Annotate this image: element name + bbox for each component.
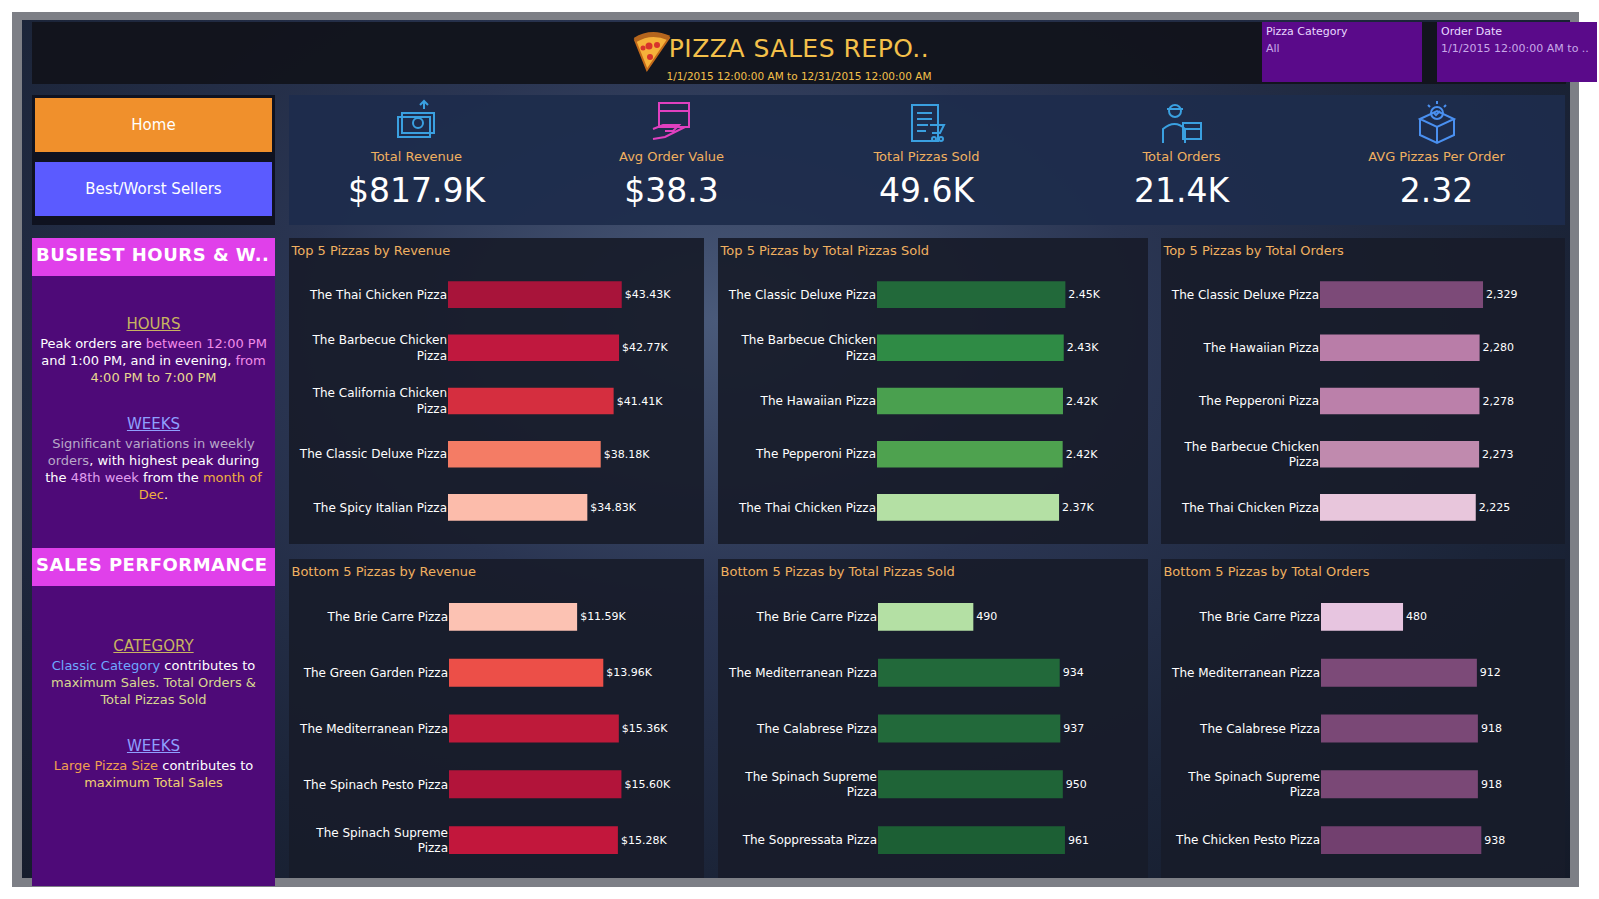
svg-text:Top 5 Pizzas by Total Pizzas S: Top 5 Pizzas by Total Pizzas Sold bbox=[720, 243, 929, 258]
svg-text:480: 480 bbox=[1406, 610, 1427, 623]
html-text:2.32: 2.32 bbox=[1399, 171, 1474, 210]
svg-text:The Hawaiian Pizza: The Hawaiian Pizza bbox=[760, 394, 876, 408]
html-text:Significant variations in week: Significant variations in weekly orders,… bbox=[45, 436, 262, 502]
svg-text:Bottom 5 Pizzas by Revenue: Bottom 5 Pizzas by Revenue bbox=[291, 564, 476, 579]
svg-text:2.37K: 2.37K bbox=[1062, 501, 1094, 514]
svg-text:938: 938 bbox=[1484, 834, 1505, 847]
svg-text:The Mediterranean Pizza: The Mediterranean Pizza bbox=[1171, 666, 1320, 680]
html-text:WEEKS: WEEKS bbox=[126, 415, 181, 433]
svg-text:The Brie Carre Pizza: The Brie Carre Pizza bbox=[756, 610, 877, 624]
svg-text:The Spinach Pesto Pizza: The Spinach Pesto Pizza bbox=[303, 778, 448, 792]
svg-text:The Brie Carre Pizza: The Brie Carre Pizza bbox=[1199, 610, 1320, 624]
html-text:Total Revenue: Total Revenue bbox=[370, 149, 462, 164]
html-text:and 1:00 PM, and in evening, f: and 1:00 PM, and in evening, from bbox=[41, 353, 266, 368]
svg-text:The Spinach SupremePizza: The Spinach SupremePizza bbox=[315, 826, 448, 856]
svg-text:The Mediterranean Pizza: The Mediterranean Pizza bbox=[299, 722, 448, 736]
html-text:HOURS: HOURS bbox=[126, 315, 181, 333]
html-text:4:00 PM to 7:00 PM: 4:00 PM to 7:00 PM bbox=[90, 370, 217, 385]
html-text:Total Orders: Total Orders bbox=[1142, 149, 1221, 164]
svg-text:The Green Garden Pizza: The Green Garden Pizza bbox=[303, 666, 448, 680]
svg-text:Bottom 5 Pizzas by Total Order: Bottom 5 Pizzas by Total Orders bbox=[1163, 564, 1369, 579]
svg-text:2.42K: 2.42K bbox=[1066, 395, 1098, 408]
svg-text:The Soppressata Pizza: The Soppressata Pizza bbox=[742, 833, 877, 847]
html-text:Avg Order Value: Avg Order Value bbox=[619, 149, 724, 164]
html-text:CATEGORY: CATEGORY bbox=[113, 637, 194, 655]
html-text:$38.3: $38.3 bbox=[624, 171, 719, 210]
svg-text:The Mediterranean Pizza: The Mediterranean Pizza bbox=[728, 666, 877, 680]
html-text:Total Pizzas Sold: Total Pizzas Sold bbox=[873, 149, 980, 164]
svg-text:950: 950 bbox=[1066, 778, 1087, 791]
html-text:49.6K: 49.6K bbox=[878, 171, 975, 210]
svg-text:918: 918 bbox=[1481, 778, 1502, 791]
html-text:PIZZA SALES REPO..: PIZZA SALES REPO.. bbox=[668, 34, 930, 63]
svg-text:The Classic Deluxe Pizza: The Classic Deluxe Pizza bbox=[728, 288, 876, 302]
html-text:AVG Pizzas Per Order: AVG Pizzas Per Order bbox=[1368, 149, 1505, 164]
html-text:Large Pizza Size contributes t: Large Pizza Size contributes to bbox=[53, 758, 254, 773]
svg-text:The Classic Deluxe Pizza: The Classic Deluxe Pizza bbox=[299, 447, 447, 461]
svg-text:918: 918 bbox=[1481, 722, 1502, 735]
svg-text:The Thai Chicken Pizza: The Thai Chicken Pizza bbox=[738, 501, 876, 515]
html-text:Order Date: Order Date bbox=[1441, 25, 1503, 38]
svg-text:2,329: 2,329 bbox=[1486, 288, 1518, 301]
svg-text:The Calabrese Pizza: The Calabrese Pizza bbox=[756, 722, 877, 736]
html-text:SALES PERFORMANCE: SALES PERFORMANCE bbox=[36, 554, 268, 575]
html-text:Home: Home bbox=[131, 116, 176, 134]
svg-text:2,225: 2,225 bbox=[1479, 501, 1511, 514]
svg-text:The California ChickenPizza: The California ChickenPizza bbox=[312, 386, 447, 416]
svg-text:The Spicy Italian Pizza: The Spicy Italian Pizza bbox=[312, 501, 447, 515]
svg-text:$34.83K: $34.83K bbox=[590, 501, 636, 514]
html-text:maximum Sales. Total Orders &: maximum Sales. Total Orders & Total Pizz… bbox=[51, 675, 256, 707]
svg-text:937: 937 bbox=[1063, 722, 1084, 735]
html-text:1/1/2015 12:00:00 AM to ..: 1/1/2015 12:00:00 AM to .. bbox=[1441, 42, 1589, 55]
svg-text:912: 912 bbox=[1480, 666, 1501, 679]
html-text:$817.9K: $817.9K bbox=[347, 171, 485, 210]
svg-text:The Hawaiian Pizza: The Hawaiian Pizza bbox=[1203, 341, 1319, 355]
svg-text:The Pepperoni Pizza: The Pepperoni Pizza bbox=[755, 447, 876, 461]
svg-text:The Chicken Pesto Pizza: The Chicken Pesto Pizza bbox=[1175, 833, 1320, 847]
html-text:1/1/2015 12:00:00 AM to 12/31/: 1/1/2015 12:00:00 AM to 12/31/2015 12:00… bbox=[666, 70, 932, 82]
svg-text:$41.41K: $41.41K bbox=[617, 395, 663, 408]
html-text:Pizza Category: Pizza Category bbox=[1266, 25, 1348, 38]
svg-text:$15.28K: $15.28K bbox=[621, 834, 667, 847]
svg-text:490: 490 bbox=[976, 610, 997, 623]
svg-text:$11.59K: $11.59K bbox=[580, 610, 626, 623]
svg-text:The Pepperoni Pizza: The Pepperoni Pizza bbox=[1198, 394, 1319, 408]
svg-text:The Thai Chicken Pizza: The Thai Chicken Pizza bbox=[309, 288, 447, 302]
svg-text:The Thai Chicken Pizza: The Thai Chicken Pizza bbox=[1181, 501, 1319, 515]
svg-text:2.43K: 2.43K bbox=[1067, 341, 1099, 354]
svg-text:$42.77K: $42.77K bbox=[622, 341, 668, 354]
html-text:All: All bbox=[1266, 42, 1280, 55]
svg-text:2.45K: 2.45K bbox=[1068, 288, 1100, 301]
html-text:Peak orders are between 12:00: Peak orders are between 12:00 PM bbox=[40, 336, 267, 351]
svg-text:$15.60K: $15.60K bbox=[624, 778, 670, 791]
svg-text:2,273: 2,273 bbox=[1482, 448, 1514, 461]
svg-text:$13.96K: $13.96K bbox=[606, 666, 652, 679]
html-text:maximum Total Sales: maximum Total Sales bbox=[84, 775, 223, 790]
svg-text:$15.36K: $15.36K bbox=[622, 722, 668, 735]
svg-text:Top 5 Pizzas by Revenue: Top 5 Pizzas by Revenue bbox=[290, 243, 450, 258]
svg-text:The Calabrese Pizza: The Calabrese Pizza bbox=[1199, 722, 1320, 736]
svg-text:The Classic Deluxe Pizza: The Classic Deluxe Pizza bbox=[1171, 288, 1319, 302]
svg-text:2,278: 2,278 bbox=[1482, 395, 1514, 408]
svg-text:$43.43K: $43.43K bbox=[625, 288, 671, 301]
svg-text:2,280: 2,280 bbox=[1483, 341, 1515, 354]
svg-text:2.42K: 2.42K bbox=[1066, 448, 1098, 461]
svg-text:The Barbecue ChickenPizza: The Barbecue ChickenPizza bbox=[741, 333, 876, 363]
svg-text:The Spinach SupremePizza: The Spinach SupremePizza bbox=[1187, 770, 1320, 800]
svg-text:934: 934 bbox=[1063, 666, 1084, 679]
svg-text:The Brie Carre Pizza: The Brie Carre Pizza bbox=[327, 610, 448, 624]
html-text:Classic Category contributes t: Classic Category contributes to bbox=[51, 658, 256, 673]
html-text:Best/Worst Sellers: Best/Worst Sellers bbox=[85, 180, 222, 198]
svg-text:Bottom 5 Pizzas by Total Pizza: Bottom 5 Pizzas by Total Pizzas Sold bbox=[721, 564, 955, 579]
html-text:BUSIEST HOURS & W..: BUSIEST HOURS & W.. bbox=[36, 244, 270, 265]
svg-text:The Spinach SupremePizza: The Spinach SupremePizza bbox=[744, 770, 877, 800]
svg-text:The Barbecue ChickenPizza: The Barbecue ChickenPizza bbox=[312, 333, 447, 363]
html-text:21.4K: 21.4K bbox=[1133, 171, 1230, 210]
svg-text:$38.18K: $38.18K bbox=[604, 448, 650, 461]
svg-text:Top 5 Pizzas by Total Orders: Top 5 Pizzas by Total Orders bbox=[1162, 243, 1344, 258]
html-text:WEEKS: WEEKS bbox=[126, 737, 181, 755]
svg-text:The Barbecue ChickenPizza: The Barbecue ChickenPizza bbox=[1184, 440, 1319, 470]
svg-text:961: 961 bbox=[1068, 834, 1089, 847]
